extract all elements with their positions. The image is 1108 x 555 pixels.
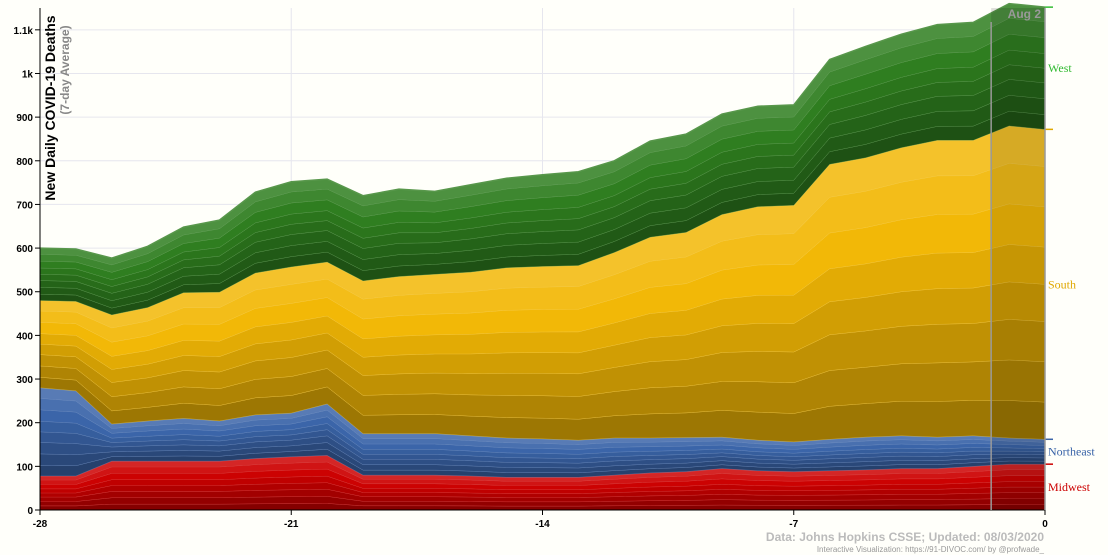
y-axis-label: New Daily COVID-19 Deaths xyxy=(42,15,58,200)
y-tick-label: 800 xyxy=(16,157,33,168)
y-axis-title: New Daily COVID-19 Deaths (7-day Average… xyxy=(42,15,72,200)
x-tick-label: -28 xyxy=(33,519,48,530)
y-tick-label: 400 xyxy=(16,331,33,342)
date-marker-band xyxy=(991,8,1045,510)
x-tick-label: -14 xyxy=(535,519,550,530)
y-tick-label: 700 xyxy=(16,200,33,211)
axes: 0 100 200 300 400 500 600 700 800 900 1k 1.1k -28 -21… xyxy=(14,8,1048,530)
data-source: Data: Johns Hopkins CSSE; Updated: 08/03… xyxy=(765,530,1044,544)
y-tick-label: 1k xyxy=(22,69,34,80)
region-label-northeast: Northeast xyxy=(1048,445,1095,459)
y-tick-label: 200 xyxy=(16,419,33,430)
region-label-midwest: Midwest xyxy=(1048,480,1091,494)
series-west xyxy=(39,2,1046,316)
y-tick-label: 500 xyxy=(16,288,33,299)
credit-link[interactable]: Interactive Visualization: https://91-DI… xyxy=(816,545,1044,554)
region-label-west: West xyxy=(1048,61,1072,75)
x-tick-label: -7 xyxy=(789,519,798,530)
region-label-south: South xyxy=(1048,277,1076,291)
y-tick-label: 0 xyxy=(27,506,33,517)
y-tick-label: 100 xyxy=(16,462,33,473)
y-tick-label: 900 xyxy=(16,113,33,124)
date-marker: Aug 2 xyxy=(990,7,1046,510)
series-midwest xyxy=(39,454,1046,511)
y-axis-sublabel: (7-day Average) xyxy=(58,25,72,114)
x-tick-label: -21 xyxy=(284,519,299,530)
area-layer xyxy=(39,2,1046,511)
y-tick-label: 600 xyxy=(16,244,33,255)
x-tick-label: 0 xyxy=(1042,519,1048,530)
y-tick-label: 300 xyxy=(16,375,33,386)
region-labels: Midwest Northeast South West xyxy=(1045,6,1095,494)
y-tick-label: 1.1k xyxy=(14,26,34,37)
series-outline xyxy=(39,2,1046,259)
current-date-label: Aug 2 xyxy=(1008,7,1042,21)
